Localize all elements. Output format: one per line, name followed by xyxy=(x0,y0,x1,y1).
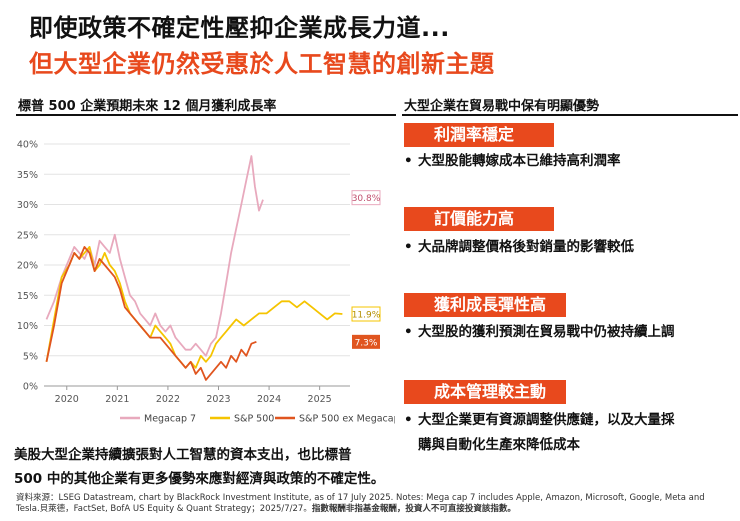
source-footnote: 資料來源：LSEG Datastream, chart by BlackRock… xyxy=(16,493,705,514)
x-tick-label: 2021 xyxy=(105,394,129,405)
note-line1: 美股大型企業持續擴張對人工智慧的資本支出，也比標普 xyxy=(14,447,352,463)
x-axis-ticks: 2020 2021 2022 2023 2024 2025 xyxy=(55,386,332,405)
tag-margin-stability: 利潤率穩定 xyxy=(404,123,554,147)
advantages-section-heading: 大型企業在貿易戰中保有明顯優勢 xyxy=(404,99,600,114)
end-label-s-p-500: 11.9% xyxy=(351,306,381,322)
y-tick-label: 20% xyxy=(17,261,38,272)
x-tick-label: 2023 xyxy=(206,394,230,405)
y-tick-label: 30% xyxy=(17,200,38,211)
chart-series xyxy=(45,155,343,381)
tag-cost-management: 成本管理較主動 xyxy=(404,380,566,404)
end-label-megacap-7: 30.8% xyxy=(351,190,381,206)
x-tick-label: 2020 xyxy=(55,394,79,405)
x-tick-label: 2025 xyxy=(308,394,332,405)
legend-label: S&P 500 xyxy=(234,414,274,425)
tag-pricing-power: 訂價能力高 xyxy=(404,207,554,231)
chart-legend: Megacap 7 S&P 500 S&P 500 ex Megacap 7 xyxy=(120,414,395,425)
legend-label: Megacap 7 xyxy=(144,414,196,425)
chart-section-heading: 標普 500 企業預期未來 12 個月獲利成長率 xyxy=(18,99,277,114)
advantages-section-divider xyxy=(402,114,738,116)
y-axis-ticks: 0% 5% 10% 15% 20% 25% 30% 35% 40% xyxy=(17,140,38,393)
end-label-box xyxy=(351,190,381,206)
note-line2: 500 中的其他企業有更多優勢來應對經濟與政策的不確定性。 xyxy=(14,471,385,487)
bullet-earnings-resilience: • 大型股的獲利預測在貿易戰中仍被持續上調 xyxy=(404,324,675,340)
y-tick-label: 25% xyxy=(17,230,38,241)
end-label-box xyxy=(352,334,380,349)
earnings-growth-chart: 0%5%10%15%20%25%30%35%40% 2020 2021 2022 20… xyxy=(17,140,395,425)
y-tick-label: 40% xyxy=(17,140,38,151)
bullet-pricing-power: • 大品牌調整價格後對銷量的影響較低 xyxy=(404,239,634,255)
chart-section-divider xyxy=(16,114,396,116)
y-tick-label: 5% xyxy=(23,351,38,362)
series-line-s-p-500-ex-megacap-7 xyxy=(45,246,257,381)
x-tick-label: 2022 xyxy=(156,394,180,405)
x-tick-label: 2024 xyxy=(257,394,281,405)
bullet-margin-stability: • 大型股能轉嫁成本已維持高利潤率 xyxy=(404,153,621,169)
end-label-s-p-500-ex-megacap-7: 7.3% xyxy=(352,334,380,349)
y-tick-label: 0% xyxy=(23,382,38,393)
end-label-box xyxy=(351,306,381,322)
chart-end-labels: 30.8% 11.9% 7.3% xyxy=(351,190,381,349)
end-label-text: 30.8% xyxy=(352,194,381,204)
main-title-line1: 即使政策不確定性壓抑企業成長力道... xyxy=(29,14,450,42)
y-tick-label: 35% xyxy=(17,170,38,181)
tag-earnings-resilience: 獲利成長彈性高 xyxy=(404,293,566,317)
y-tick-label: 15% xyxy=(17,291,38,302)
legend-label: S&P 500 ex Megacap 7 xyxy=(299,414,395,425)
bullet-cost-management-cont: 購與自動化生產來降低成本 xyxy=(418,437,580,453)
bullet-cost-management: • 大型企業更有資源調整供應鏈，以及大量採 xyxy=(404,412,675,428)
chart-grid xyxy=(44,143,350,387)
end-label-text: 7.3% xyxy=(355,338,378,348)
y-tick-label: 10% xyxy=(17,321,38,332)
end-label-text: 11.9% xyxy=(352,311,381,321)
main-title-line2: 但大型企業仍然受惠於人工智慧的創新主題 xyxy=(29,50,495,78)
